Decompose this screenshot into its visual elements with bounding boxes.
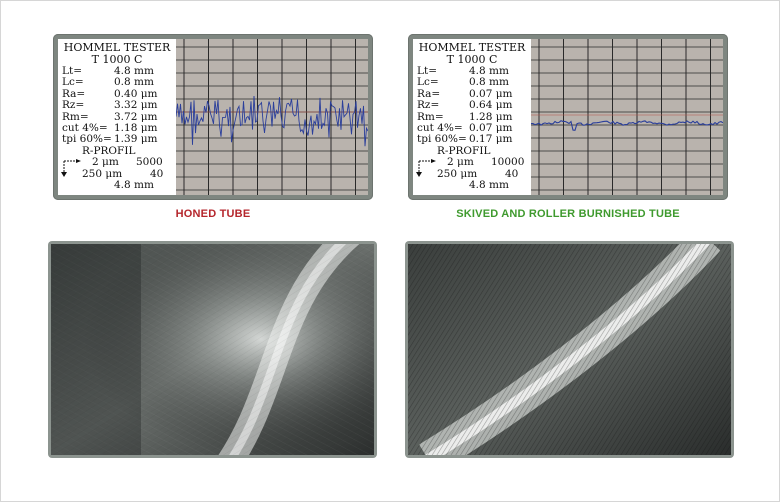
parameter-value: 1.28 μm [469,110,513,123]
parameter-name: Rz= [417,99,440,112]
honed-parameters: HOMMEL TESTER T 1000 C Lt= 4.8 mm Lc= 0.8 m… [58,39,176,195]
parameter-row: Lt= 4.8 mm [58,65,176,77]
parameter-name: cut 4%= [62,121,108,134]
skived-roughness-graph [531,39,723,195]
parameter-row: cut 4%= 1.18 μm [58,121,176,134]
honed-profile-chart [176,39,368,195]
profile-label: R-PROFIL [437,144,491,157]
parameter-value: 0.07 μm [469,121,513,134]
parameter-row: Lc= 0.8 mm [58,76,176,89]
skived-profile-chart [531,39,723,195]
vertical-magnification: 5000 [136,156,163,169]
parameter-row: cut 4%= 0.07 μm [413,121,531,134]
parameter-value: 4.8 mm [469,65,509,77]
profile-trace [176,95,368,147]
tester-model: T 1000 C [91,53,143,66]
parameter-row: Rz= 3.32 μm [58,99,176,112]
parameter-row: tpi 60%= 0.17 μm [413,133,531,146]
skived-tube-caption: SKIVED AND ROLLER BURNISHED TUBE [456,208,680,220]
profile-trace [531,120,723,131]
parameter-row: Lc= 0.8 mm [413,76,531,89]
parameter-row: Ra= 0.07 μm [413,87,531,100]
parameter-name: tpi 60%= [417,133,467,146]
tester-title: HOMMEL TESTER [63,41,171,54]
parameter-name: Lt= [417,65,437,77]
profile-label: R-PROFIL [82,144,136,157]
parameter-name: Lc= [417,76,439,89]
scale-arrows-icon [61,159,81,177]
honed-surface-image [51,244,374,455]
horizontal-magnification: 40 [150,167,164,180]
honed-tube-photo [48,241,377,458]
parameter-name: tpi 60%= [62,133,112,146]
honed-tester-printout: HOMMEL TESTER T 1000 C Lt= 4.8 mm Lc= 0.8 m… [53,34,373,200]
parameter-value: 0.40 μm [114,87,158,100]
skived-parameters: HOMMEL TESTER T 1000 C Lt= 4.8 mm Lc= 0.8 m… [413,39,531,195]
parameter-value: 0.17 μm [469,133,513,146]
parameter-value: 0.8 mm [469,76,509,89]
horizontal-scale: 250 μm [437,167,478,180]
parameter-name: Rz= [62,99,85,112]
horizontal-magnification: 40 [505,167,519,180]
parameter-name: Ra= [417,87,441,100]
vertical-scale: 2 μm [92,156,119,169]
skived-tube-photo [405,241,734,458]
honed-roughness-graph [176,39,368,195]
parameter-value: 0.64 μm [469,99,513,112]
parameter-value: 1.18 μm [114,121,158,134]
parameter-name: Ra= [62,87,86,100]
parameter-name: Lc= [62,76,84,89]
parameter-name: Lt= [62,65,82,77]
tester-title: HOMMEL TESTER [418,41,526,54]
parameter-value: 3.72 μm [114,110,158,123]
parameter-value: 0.8 mm [114,76,154,89]
parameter-row: tpi 60%= 1.39 μm [58,133,176,146]
scale-arrows-icon [416,159,436,177]
parameter-value: 0.07 μm [469,87,513,100]
parameter-row: Rm= 3.72 μm [58,110,176,123]
vertical-scale: 2 μm [447,156,474,169]
tester-model: T 1000 C [446,53,498,66]
parameter-row: Ra= 0.40 μm [58,87,176,100]
parameter-value: 1.39 μm [114,133,158,146]
parameter-row: Rz= 0.64 μm [413,99,531,112]
parameter-row: Rm= 1.28 μm [413,110,531,123]
parameter-value: 3.32 μm [114,99,158,112]
parameter-value: 4.8 mm [114,65,154,77]
skived-tester-printout: HOMMEL TESTER T 1000 C Lt= 4.8 mm Lc= 0.8 m… [408,34,728,200]
vertical-magnification: 10000 [491,156,525,169]
parameter-row: Lt= 4.8 mm [413,65,531,77]
skived-surface-image [408,244,731,455]
horizontal-scale: 250 μm [82,167,123,180]
parameter-name: Rm= [417,110,444,123]
honed-tube-caption: HONED TUBE [175,208,251,220]
parameter-name: Rm= [62,110,89,123]
parameter-name: cut 4%= [417,121,463,134]
trace-length: 4.8 mm [469,178,509,191]
trace-length: 4.8 mm [114,178,154,191]
